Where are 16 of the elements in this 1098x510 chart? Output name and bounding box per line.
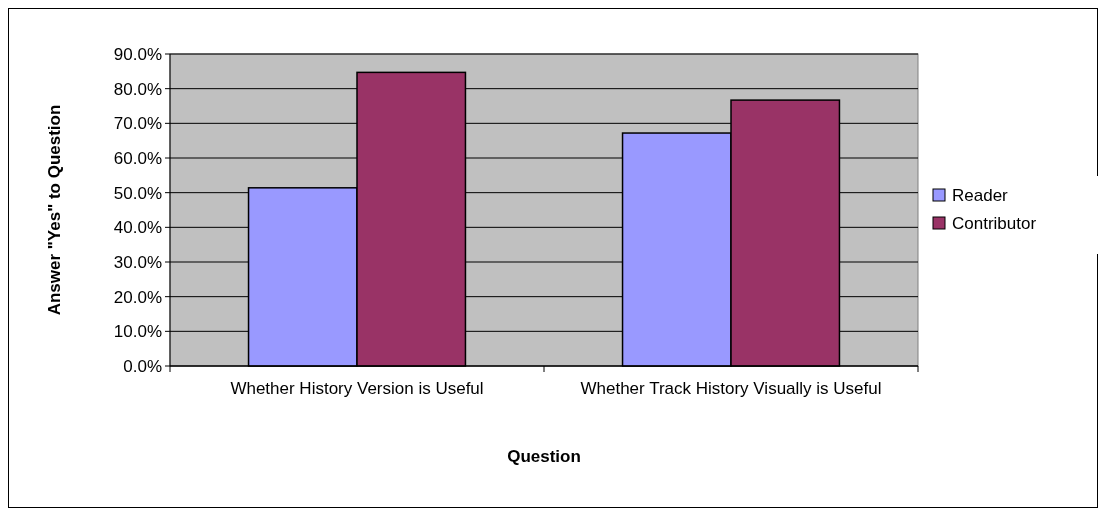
y-axis-title: Answer "Yes" to Question	[45, 104, 64, 316]
legend-label: Reader	[952, 185, 1009, 205]
y-tick-label: 0.0%	[123, 356, 162, 376]
x-tick-label: Whether History Version is Useful	[230, 379, 484, 398]
y-tick-label: 30.0%	[113, 252, 162, 272]
y-tick-label: 60.0%	[113, 148, 162, 168]
y-tick-label: 70.0%	[113, 114, 162, 134]
y-tick-label: 90.0%	[113, 44, 162, 64]
legend-label: Contributor	[952, 213, 1037, 233]
y-tick-label: 50.0%	[113, 183, 162, 203]
y-tick-label: 80.0%	[113, 79, 162, 99]
y-tick-label: 20.0%	[113, 287, 162, 307]
x-axis-title: Question	[507, 447, 581, 466]
y-tick-label: 10.0%	[113, 322, 162, 342]
x-tick-label: Whether Track History Visually is Useful	[580, 379, 882, 398]
y-tick-label: 40.0%	[113, 218, 162, 238]
